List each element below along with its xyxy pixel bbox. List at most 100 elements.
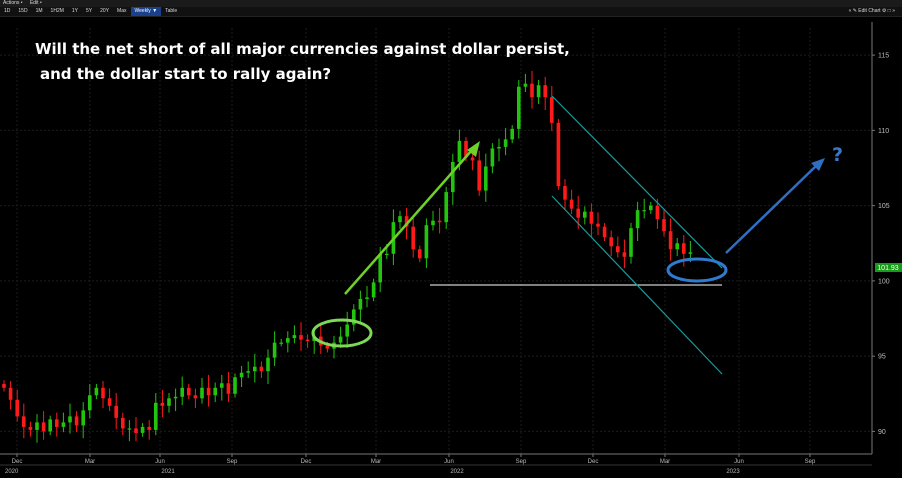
candle-body xyxy=(358,298,363,310)
candle-body xyxy=(629,228,633,257)
candlestick-series xyxy=(2,70,693,443)
candle xyxy=(41,411,46,440)
candle xyxy=(589,203,594,237)
y-tick-label: 100 xyxy=(878,278,890,285)
candle xyxy=(418,245,422,263)
candle xyxy=(147,420,151,440)
candle-body xyxy=(437,220,442,223)
candle-body xyxy=(464,140,468,158)
candle-body xyxy=(147,426,151,430)
period-1m-button[interactable]: 1M xyxy=(35,8,43,14)
candle xyxy=(107,388,112,412)
frequency-weekly-dropdown[interactable]: Weekly ▼ xyxy=(130,7,162,16)
actions-menu[interactable]: Actions • xyxy=(3,0,23,6)
candle xyxy=(536,79,541,105)
candle xyxy=(286,331,290,353)
candle xyxy=(253,353,257,383)
candle-body xyxy=(272,342,277,358)
candle-body xyxy=(187,387,191,396)
y-tick-label: 105 xyxy=(878,203,890,210)
x-month-label: Jun xyxy=(444,459,454,465)
drawing-overlays: ? xyxy=(311,95,843,375)
candle xyxy=(140,423,145,437)
candle xyxy=(616,236,620,258)
candle-body xyxy=(213,387,217,396)
candle-body xyxy=(200,387,204,399)
candle-body xyxy=(68,416,72,423)
candle xyxy=(200,377,204,404)
candle xyxy=(15,390,19,422)
candle xyxy=(662,209,666,237)
candle-body xyxy=(48,419,52,432)
candle-body xyxy=(457,140,462,162)
candle xyxy=(299,322,303,351)
candle-body xyxy=(550,97,554,123)
candle-body xyxy=(490,148,495,167)
candle xyxy=(305,334,310,348)
last-price-value: 101.93 xyxy=(877,265,899,272)
period-15d-button[interactable]: 15D xyxy=(18,8,28,14)
period-5y-button[interactable]: 5Y xyxy=(86,8,93,14)
edit-chart-button[interactable]: « ✎ Edit Chart ⚙ □ » xyxy=(848,8,895,14)
menu-bar: Actions • Edit • xyxy=(0,0,902,7)
candle xyxy=(451,153,455,205)
candle xyxy=(635,201,640,241)
candle xyxy=(596,212,600,235)
candle-body xyxy=(81,410,85,426)
candle-body xyxy=(107,398,112,406)
x-month-label: Sep xyxy=(805,459,816,465)
candle xyxy=(358,290,363,323)
candle xyxy=(94,384,99,400)
candle xyxy=(266,349,270,385)
candle xyxy=(206,374,211,407)
candle-body xyxy=(299,335,303,340)
candle-body xyxy=(517,86,521,129)
candle-body xyxy=(477,160,481,191)
candle-body xyxy=(233,377,237,394)
question-mark-label: ? xyxy=(832,144,843,166)
candle-body xyxy=(596,223,600,227)
candle-body xyxy=(239,372,244,378)
candle xyxy=(365,286,369,308)
candle xyxy=(563,179,567,210)
period-1h2m-button[interactable]: 1H2M xyxy=(50,8,64,14)
period-1y-button[interactable]: 1Y xyxy=(71,8,79,14)
candle xyxy=(556,119,561,190)
uptrend-arrow xyxy=(344,141,480,295)
candle-body xyxy=(114,405,118,418)
table-view-button[interactable]: Table xyxy=(165,8,178,14)
candle xyxy=(345,311,349,348)
candle-body xyxy=(180,387,184,397)
candle-body xyxy=(338,336,343,343)
x-year-label: 2021 xyxy=(161,469,175,475)
candle-body xyxy=(121,417,125,429)
candle xyxy=(609,230,613,257)
x-month-label: Dec xyxy=(301,459,312,465)
candle-body xyxy=(55,419,59,427)
candle-body xyxy=(2,384,6,388)
candle-body xyxy=(286,338,290,343)
candle-body xyxy=(154,402,158,430)
candle xyxy=(239,365,244,388)
edit-menu[interactable]: Edit • xyxy=(29,0,42,6)
period-1d-button[interactable]: 1D xyxy=(4,8,11,14)
candle-body xyxy=(173,396,178,399)
period-20y-button[interactable]: 20Y xyxy=(100,8,110,14)
candle xyxy=(484,153,488,202)
candle-body xyxy=(418,249,422,259)
candle-body xyxy=(160,402,165,406)
candle-body xyxy=(352,309,356,325)
candle xyxy=(226,371,231,403)
candle-body xyxy=(35,422,39,430)
candle-body xyxy=(642,210,646,212)
candle-body xyxy=(503,139,508,147)
candle-body xyxy=(523,83,528,87)
candle xyxy=(246,361,250,378)
candle xyxy=(490,143,495,174)
period-max-button[interactable]: Max xyxy=(117,8,127,14)
candle-body xyxy=(484,166,488,191)
candle xyxy=(233,373,237,398)
x-month-label: Dec xyxy=(12,459,23,465)
x-month-label: Mar xyxy=(371,459,381,465)
x-month-label: Dec xyxy=(588,459,599,465)
